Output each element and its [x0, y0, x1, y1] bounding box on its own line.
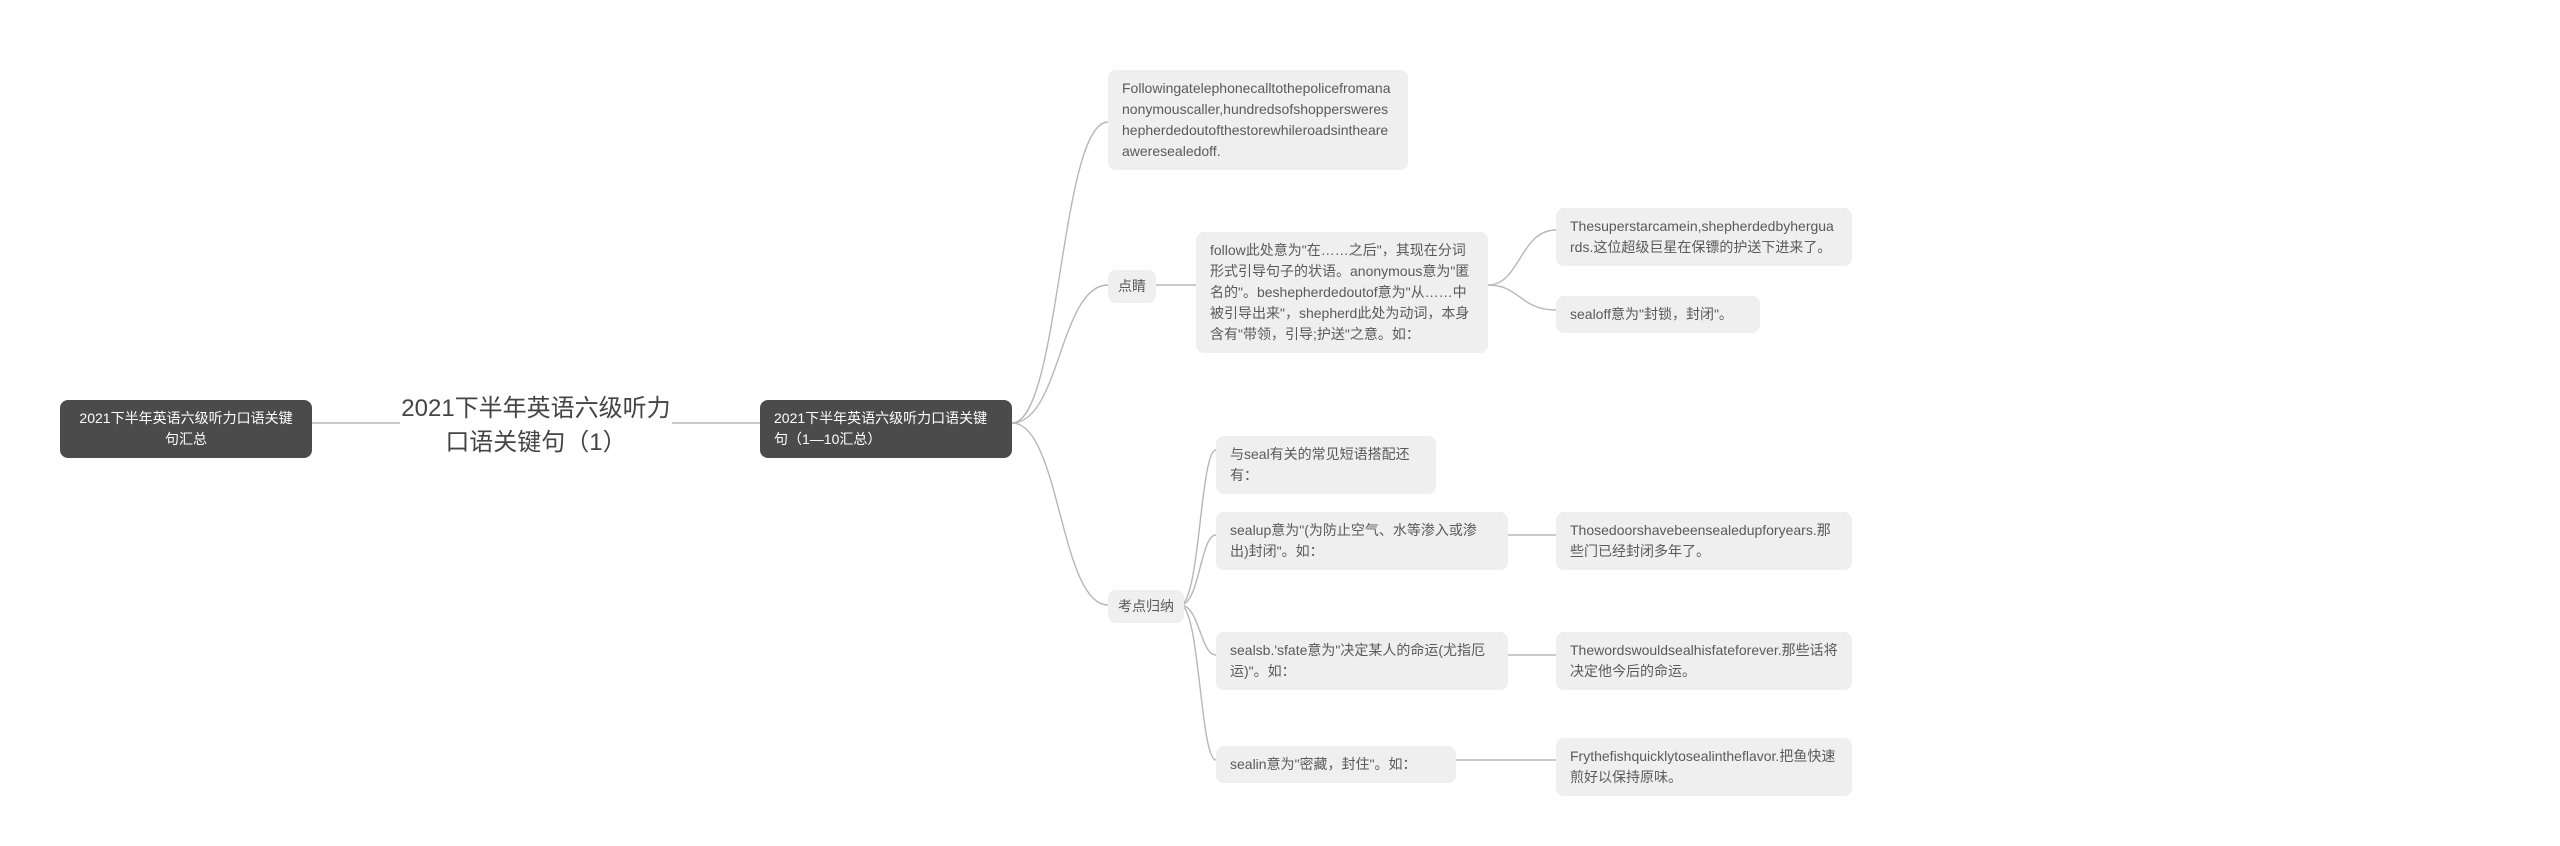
kaodian-child-0-text: 与seal有关的常见短语搭配还有：	[1230, 446, 1410, 483]
kaodian-child-3-leaf[interactable]: Frythefishquicklytosealintheflavor.把鱼快速煎…	[1556, 738, 1852, 796]
mindmap-canvas: 2021下半年英语六级听力口语关键句汇总 2021下半年英语六级听力口语关键句（…	[0, 0, 2560, 846]
dianjing-label-node[interactable]: 点睛	[1108, 270, 1156, 303]
dianjing-child-1-text: sealoff意为"封锁，封闭"。	[1570, 306, 1733, 322]
subroot-label: 2021下半年英语六级听力口语关键句（1—10汇总）	[774, 410, 987, 447]
kaodian-child-2-leaf-text: Thewordswouldsealhisfateforever.那些话将决定他今…	[1570, 642, 1838, 679]
dianjing-text-node[interactable]: follow此处意为"在……之后"，其现在分词形式引导句子的状语。anonymo…	[1196, 232, 1488, 353]
example-text: Followingatelephonecalltothepolicefroman…	[1122, 80, 1391, 159]
kaodian-child-2[interactable]: sealsb.'sfate意为"决定某人的命运(尤指厄运)"。如：	[1216, 632, 1508, 690]
dianjing-child-0-text: Thesuperstarcamein,shepherdedbyherguards…	[1570, 218, 1834, 255]
kaodian-label: 考点归纳	[1118, 598, 1174, 614]
kaodian-label-node[interactable]: 考点归纳	[1108, 590, 1184, 623]
dianjing-child-0[interactable]: Thesuperstarcamein,shepherdedbyherguards…	[1556, 208, 1852, 266]
title-node: 2021下半年英语六级听力口语关键句（1）	[400, 392, 672, 459]
root-node[interactable]: 2021下半年英语六级听力口语关键句汇总	[60, 400, 312, 458]
kaodian-child-1-text: sealup意为"(为防止空气、水等渗入或渗出)封闭"。如：	[1230, 522, 1477, 559]
root-label: 2021下半年英语六级听力口语关键句汇总	[79, 410, 292, 447]
kaodian-child-1-leaf[interactable]: Thosedoorshavebeensealedupforyears.那些门已经…	[1556, 512, 1852, 570]
dianjing-text: follow此处意为"在……之后"，其现在分词形式引导句子的状语。anonymo…	[1210, 242, 1469, 342]
kaodian-child-2-leaf[interactable]: Thewordswouldsealhisfateforever.那些话将决定他今…	[1556, 632, 1852, 690]
kaodian-child-2-text: sealsb.'sfate意为"决定某人的命运(尤指厄运)"。如：	[1230, 642, 1485, 679]
dianjing-child-1[interactable]: sealoff意为"封锁，封闭"。	[1556, 296, 1760, 333]
dianjing-label: 点睛	[1118, 278, 1146, 294]
kaodian-child-3[interactable]: sealin意为"密藏，封住"。如：	[1216, 746, 1456, 783]
example-node[interactable]: Followingatelephonecalltothepolicefroman…	[1108, 70, 1408, 170]
kaodian-child-3-leaf-text: Frythefishquicklytosealintheflavor.把鱼快速煎…	[1570, 748, 1835, 785]
title-label: 2021下半年英语六级听力口语关键句（1）	[401, 395, 670, 456]
kaodian-child-0[interactable]: 与seal有关的常见短语搭配还有：	[1216, 436, 1436, 494]
kaodian-child-1[interactable]: sealup意为"(为防止空气、水等渗入或渗出)封闭"。如：	[1216, 512, 1508, 570]
kaodian-child-1-leaf-text: Thosedoorshavebeensealedupforyears.那些门已经…	[1570, 522, 1831, 559]
kaodian-child-3-text: sealin意为"密藏，封住"。如：	[1230, 756, 1417, 772]
subroot-node[interactable]: 2021下半年英语六级听力口语关键句（1—10汇总）	[760, 400, 1012, 458]
